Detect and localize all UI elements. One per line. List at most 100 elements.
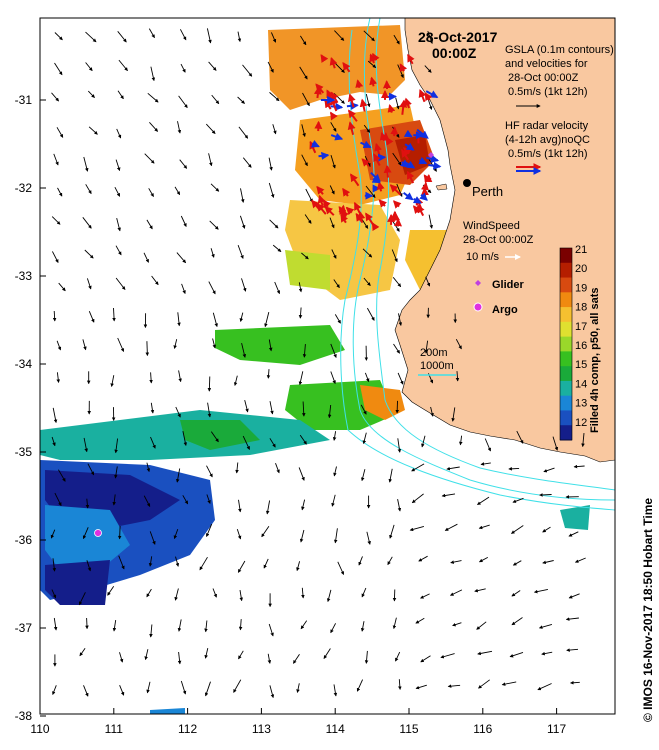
hf-radar-arrow: [311, 199, 321, 211]
credit-text: © IMOS 16-Nov-2017 18:50 Hobart Time: [641, 498, 655, 722]
colorbar-tick-label: 14: [575, 378, 587, 390]
wind-arrow: [54, 32, 63, 41]
colorbar-tick-label: 21: [575, 244, 587, 256]
wind-arrow: [88, 126, 98, 135]
wind-arrow: [204, 648, 209, 659]
wind-arrow: [268, 182, 275, 198]
x-tick-label: 111: [105, 722, 124, 736]
wind-arrow: [107, 585, 115, 596]
wind-arrow: [512, 560, 522, 566]
wind-arrow: [204, 620, 208, 633]
wind-arrow: [449, 589, 463, 596]
wind-arrow: [119, 685, 125, 696]
wind-arrow: [207, 402, 212, 418]
legend-depth-200: 200m: [420, 347, 448, 359]
colorbar-tick-label: 19: [575, 282, 587, 294]
hf-radar-arrow: [345, 206, 355, 216]
wind-arrow: [237, 244, 244, 259]
wind-arrow: [181, 283, 186, 295]
x-tick-label: 112: [178, 722, 197, 736]
colorbar-segment: [560, 248, 572, 264]
wind-arrow: [397, 372, 404, 385]
hf-radar-arrow: [401, 148, 410, 161]
wind-arrow: [452, 622, 462, 627]
wind-arrow: [415, 684, 427, 690]
wind-arrow: [387, 556, 393, 566]
wind-arrow: [331, 494, 336, 507]
wind-arrow: [478, 557, 489, 563]
hf-radar-arrow: [425, 154, 440, 163]
wind-arrow: [299, 529, 305, 543]
wind-arrow: [298, 467, 305, 481]
wind-arrow: [83, 156, 89, 172]
wind-arrow: [539, 493, 552, 497]
wind-arrow: [330, 122, 337, 132]
wind-arrow: [565, 617, 579, 621]
x-axis: 110 111 112 113 114 115 116 117: [30, 708, 566, 736]
wind-arrow: [265, 500, 271, 515]
wind-arrow: [397, 438, 402, 453]
wind-arrows: [50, 28, 586, 699]
wind-arrow: [112, 307, 116, 322]
hf-radar-arrow: [317, 194, 326, 207]
wind-arrow: [51, 92, 59, 102]
wind-arrow: [330, 623, 336, 634]
wind-arrow: [240, 188, 245, 203]
rottnest-island: [435, 183, 448, 191]
hf-radar-arrow: [373, 153, 381, 166]
wind-arrow: [269, 401, 274, 415]
colorbar-segment: [560, 380, 572, 397]
hf-radar-arrows: [309, 52, 442, 232]
wind-arrow: [87, 463, 95, 476]
wind-arrow: [208, 281, 216, 295]
wind-arrow: [272, 244, 282, 252]
wind-arrow: [455, 371, 460, 382]
colorbar-segment: [560, 366, 572, 382]
colorbar-segment: [560, 321, 572, 338]
isobath-3000m: [340, 29, 615, 511]
wind-arrow: [180, 215, 187, 228]
wind-arrow: [476, 496, 490, 505]
wind-arrow: [269, 92, 280, 102]
hf-radar-arrow: [360, 140, 372, 149]
hf-radar-arrow: [347, 121, 356, 136]
colorbar-tick-label: 17: [575, 321, 587, 333]
wind-arrow: [237, 96, 245, 104]
wind-arrow: [241, 342, 247, 358]
wind-arrow: [182, 431, 188, 446]
wind-arrow: [118, 59, 128, 72]
hf-radar-arrow: [376, 181, 385, 192]
wind-arrow: [298, 282, 303, 293]
hf-radar-arrow: [310, 140, 320, 148]
y-tick-label: -33: [15, 269, 33, 283]
hf-radar-arrow: [419, 192, 428, 201]
wind-arrow: [337, 561, 345, 576]
wind-arrow: [411, 493, 424, 504]
hf-radar-arrow: [424, 92, 433, 102]
legend-gsla-line1: GSLA (0.1m contours): [505, 44, 614, 56]
wind-arrow: [148, 28, 155, 39]
wind-arrow: [242, 157, 252, 168]
wind-arrow: [269, 438, 276, 448]
hf-radar-arrow: [324, 206, 335, 216]
legend-gsla-scale: 0.5m/s (1kt 12h): [508, 86, 587, 98]
wind-arrow: [299, 66, 308, 80]
hf-radar-arrow: [322, 199, 331, 209]
wind-arrow: [150, 436, 156, 449]
colorbar-segment: [560, 292, 572, 308]
wind-arrow: [237, 560, 246, 573]
legend-glider-label: Glider: [492, 279, 525, 291]
wind-arrow: [149, 531, 156, 545]
wind-arrow: [330, 154, 336, 169]
wind-arrow: [208, 153, 213, 167]
wind-arrow: [176, 252, 186, 264]
wind-arrow: [392, 277, 402, 288]
wind-arrow: [117, 31, 127, 43]
wind-arrow: [541, 651, 553, 656]
wind-arrow: [112, 620, 117, 632]
wind-arrow: [143, 252, 149, 263]
wind-arrow: [516, 430, 524, 444]
wind-arrow: [174, 186, 181, 196]
hf-radar-arrow: [330, 102, 344, 111]
hf-radar-arrow: [428, 161, 442, 170]
